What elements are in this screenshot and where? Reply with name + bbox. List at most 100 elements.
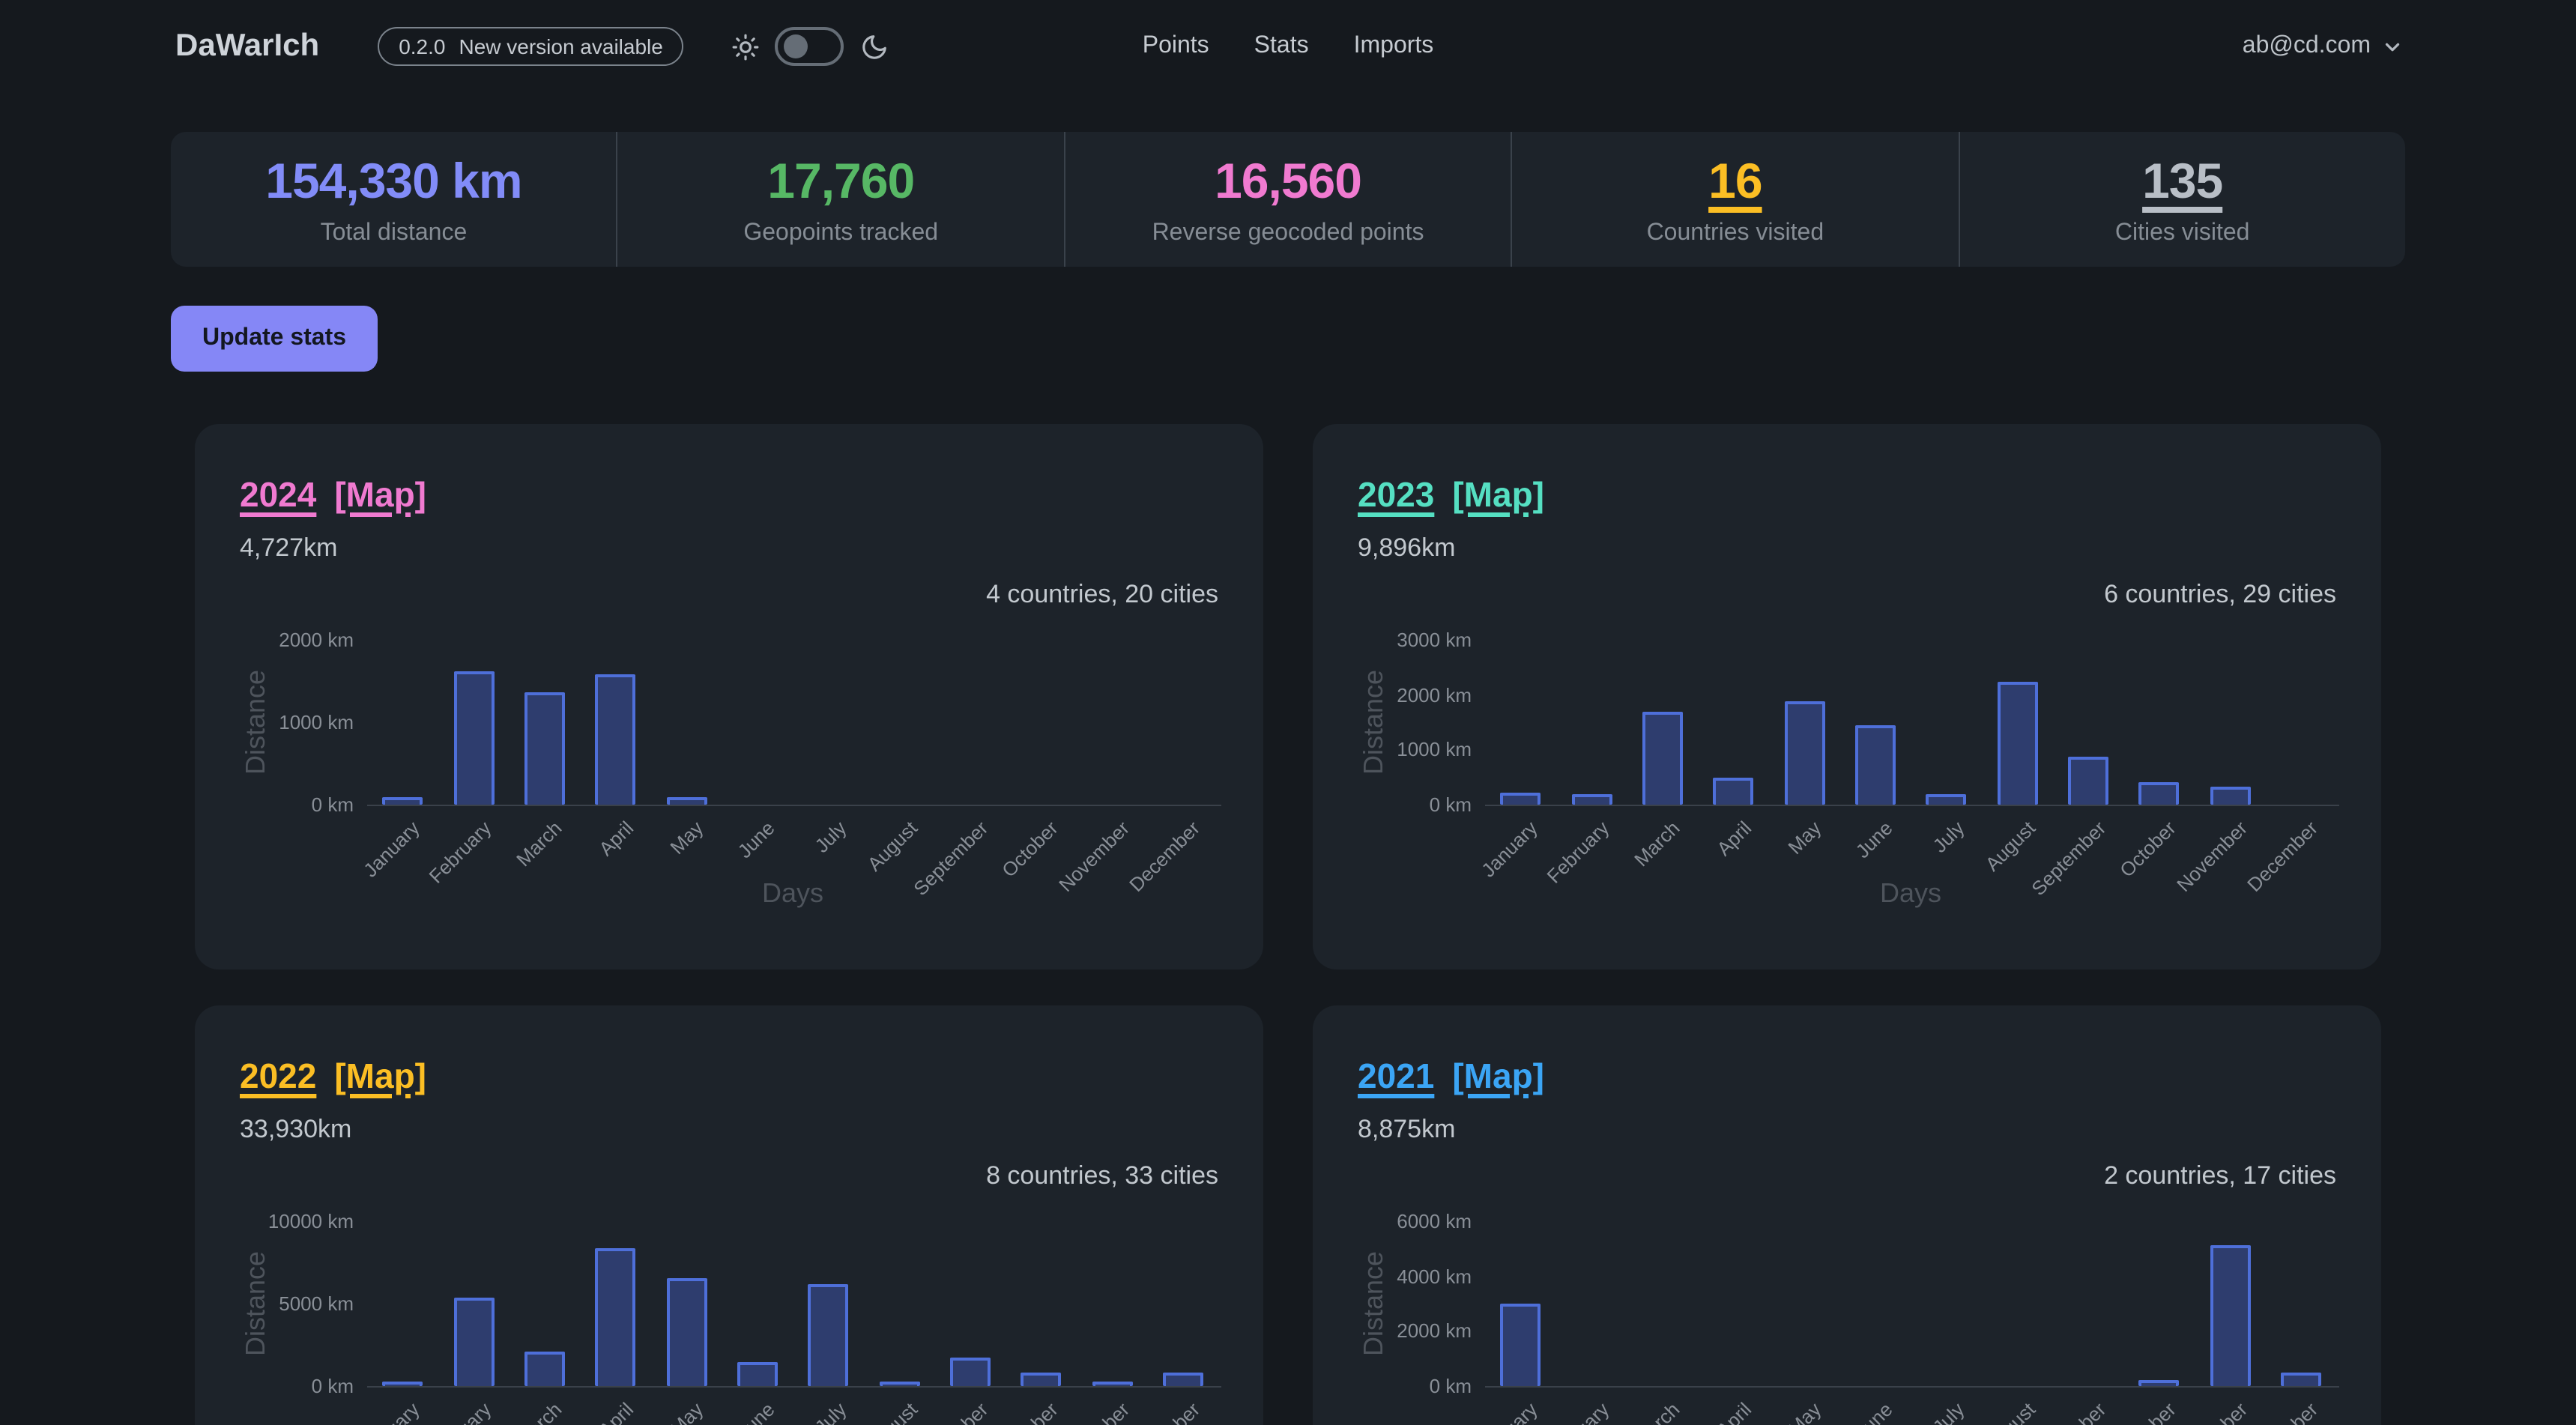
stat-label: Countries visited: [1646, 220, 1824, 245]
stat-total-distance: 154,330 km Total distance: [171, 132, 617, 267]
map-link[interactable]: [Map]: [334, 1056, 426, 1095]
x-tick-label: September: [908, 817, 992, 901]
x-tick-label: May: [1784, 1398, 1827, 1425]
bar-may: [666, 797, 707, 805]
year-distance: 9,896km: [1358, 533, 1456, 562]
year-summary: 6 countries, 29 cities: [2104, 580, 2336, 608]
nav-stats[interactable]: Stats: [1254, 33, 1309, 58]
theme-toggle-knob: [784, 34, 808, 58]
chart-baseline: [1485, 805, 2339, 806]
user-email: ab@cd.com: [2242, 33, 2371, 58]
bar-march: [1642, 712, 1683, 805]
y-tick-label: 5000 km: [279, 1292, 354, 1315]
version-number: 0.2.0: [399, 34, 446, 58]
x-tick-label: May: [666, 817, 709, 859]
x-tick-label: December: [1125, 817, 1205, 897]
x-tick-label: August: [1980, 1398, 2039, 1425]
year-card-title: 2021 [Map]: [1358, 1056, 1544, 1097]
x-tick-label: June: [733, 817, 779, 863]
x-tick-label: September: [909, 1398, 992, 1425]
bar-april: [595, 674, 636, 805]
user-menu[interactable]: ab@cd.com: [2243, 33, 2404, 60]
x-tick-label: February: [1542, 817, 1614, 888]
year-summary: 2 countries, 17 cities: [2104, 1161, 2336, 1190]
x-tick-label: November: [2172, 817, 2252, 897]
x-tick-label: August: [862, 1398, 921, 1425]
stat-value: 17,760: [767, 152, 915, 208]
stat-countries-visited: 16 Countries visited: [1511, 132, 1958, 267]
x-tick-label: March: [1630, 1398, 1684, 1425]
year-card-title: 2023 [Map]: [1358, 475, 1544, 515]
update-stats-button[interactable]: Update stats: [171, 306, 378, 372]
monthly-distance-chart: Distance Days 2000 km 1000 km 0 km January F…: [195, 424, 1263, 969]
x-tick-label: October: [997, 817, 1063, 882]
year-link[interactable]: 2021: [1358, 1056, 1435, 1095]
bar-january: [1500, 792, 1541, 805]
x-tick-label: March: [513, 1398, 566, 1425]
stat-value-countries-link[interactable]: 16: [1708, 152, 1762, 208]
chart-baseline: [367, 1386, 1221, 1388]
y-tick-label: 4000 km: [1397, 1265, 1472, 1288]
year-card: 2024 [Map] 4,727km 4 countries, 20 citie…: [195, 424, 1263, 969]
bar-august: [879, 1382, 919, 1386]
app-logo[interactable]: DaWarIch: [175, 28, 320, 63]
year-link[interactable]: 2022: [240, 1056, 317, 1095]
bar-september: [2067, 757, 2108, 805]
stat-value-cities-link[interactable]: 135: [2142, 152, 2223, 208]
stat-label: Geopoints tracked: [743, 220, 939, 245]
sun-icon: [732, 32, 761, 61]
x-tick-label: February: [424, 1398, 495, 1425]
nav-imports[interactable]: Imports: [1353, 33, 1434, 58]
x-tick-label: January: [359, 817, 425, 882]
year-summary: 4 countries, 20 cities: [986, 580, 1218, 608]
map-link[interactable]: [Map]: [1452, 1056, 1544, 1095]
x-tick-label: September: [2026, 817, 2110, 901]
x-tick-label: December: [2243, 817, 2323, 897]
x-tick-label: January: [360, 1398, 425, 1425]
bar-january: [382, 797, 423, 805]
x-tick-label: June: [1851, 817, 1897, 863]
y-tick-label: 0 km: [311, 1375, 354, 1397]
x-tick-label: February: [1542, 1398, 1613, 1425]
map-link[interactable]: [Map]: [334, 475, 426, 514]
bar-november: [1092, 1382, 1132, 1386]
stat-reverse-geocoded: 16,560 Reverse geocoded points: [1063, 132, 1511, 267]
x-tick-label: August: [862, 817, 922, 876]
chevron-down-icon: [2381, 35, 2404, 58]
year-distance: 8,875km: [1358, 1115, 1456, 1143]
version-badge[interactable]: 0.2.0 New version available: [378, 27, 684, 66]
stats-bar: 154,330 km Total distance 17,760 Geopoin…: [171, 132, 2405, 267]
year-card: 2021 [Map] 8,875km 2 countries, 17 citie…: [1313, 1005, 2381, 1425]
stat-geopoints-tracked: 17,760 Geopoints tracked: [616, 132, 1064, 267]
map-link[interactable]: [Map]: [1452, 475, 1544, 514]
bar-april: [1713, 778, 1754, 805]
year-link[interactable]: 2023: [1358, 475, 1435, 514]
bar-december: [2280, 1373, 2321, 1386]
x-tick-label: December: [1125, 1398, 1205, 1425]
x-tick-label: September: [2027, 1398, 2110, 1425]
y-tick-label: 2000 km: [1397, 683, 1472, 707]
bar-september: [949, 1358, 991, 1386]
y-tick-label: 3000 km: [1397, 629, 1472, 651]
x-tick-label: April: [593, 817, 638, 861]
stat-value: 16,560: [1215, 152, 1362, 208]
chart-x-axis-title: Days: [761, 878, 824, 908]
bar-december: [1162, 1372, 1203, 1386]
theme-toggle[interactable]: [775, 27, 844, 66]
nav-points[interactable]: Points: [1142, 33, 1209, 58]
x-tick-label: April: [1711, 1398, 1756, 1425]
bar-july: [808, 1283, 849, 1386]
x-tick-label: February: [424, 817, 496, 888]
bar-november: [2210, 1244, 2250, 1386]
bar-january: [1500, 1304, 1541, 1386]
version-message: New version available: [459, 34, 663, 58]
y-tick-label: 1000 km: [279, 711, 354, 733]
x-tick-label: June: [1851, 1398, 1897, 1425]
stat-label: Reverse geocoded points: [1152, 220, 1424, 245]
year-link[interactable]: 2024: [240, 475, 317, 514]
x-tick-label: April: [1711, 817, 1756, 861]
year-distance: 33,930km: [240, 1115, 352, 1143]
y-tick-label: 1000 km: [1397, 738, 1472, 761]
